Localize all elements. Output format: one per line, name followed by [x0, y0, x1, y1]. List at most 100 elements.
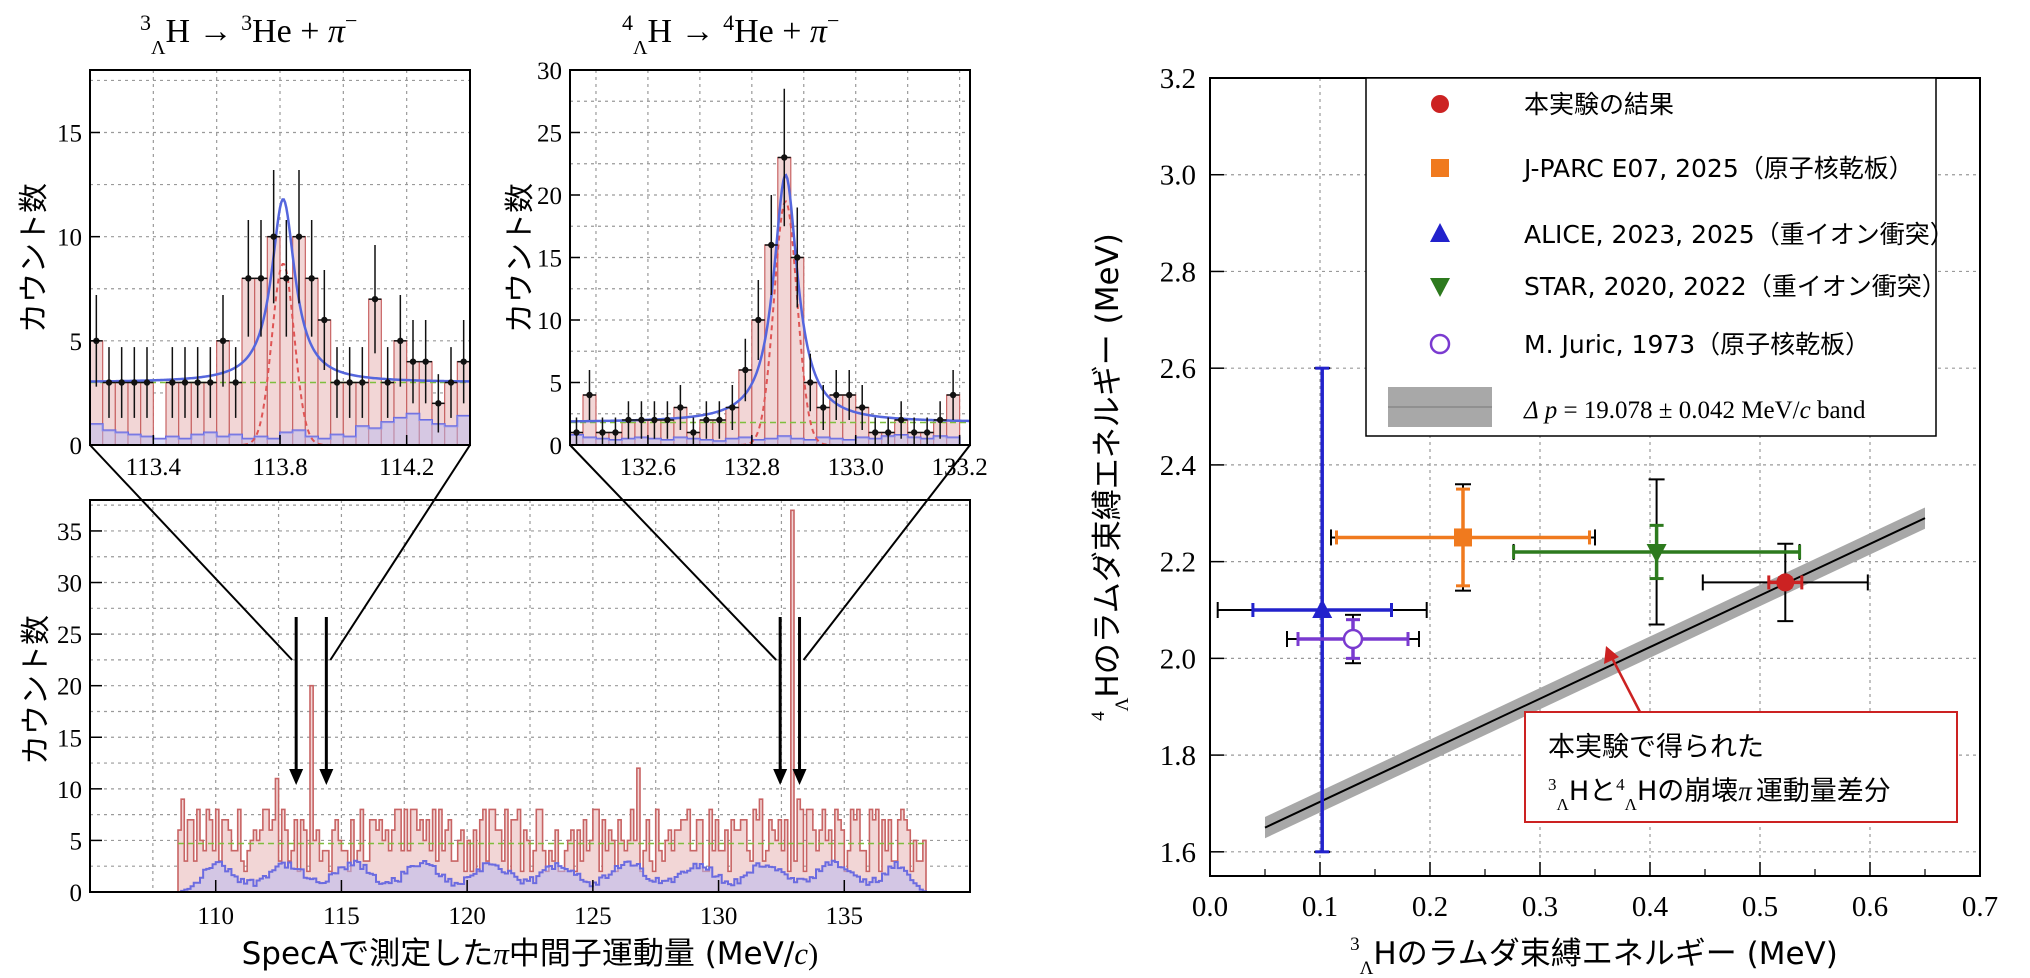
scatter-point-triangle-up [1216, 366, 1428, 854]
i2-point [690, 429, 697, 436]
i1-point [384, 379, 391, 386]
inset-h4-background-hist [570, 434, 970, 445]
i1-bg-fill [90, 413, 470, 445]
i2-point [781, 154, 788, 161]
scatter-ytick-label: 2.2 [1160, 547, 1196, 579]
i2-point [716, 416, 723, 424]
i1-ytick-label: 15 [57, 121, 82, 148]
i2-point [742, 366, 749, 374]
spectrum-bg-fill [90, 860, 970, 892]
i1-point [207, 379, 214, 386]
i1-point [283, 275, 290, 282]
i2-point [794, 254, 801, 261]
i1-point [143, 379, 151, 386]
binding-energy-panel: 0.0 0.1 0.2 0.3 0.4 0.5 0.6 0.7 1.6 1.8 2.0 2.2 2.4 2… [1088, 63, 1998, 978]
spectrum-ytick-label: 5 [70, 828, 83, 855]
i1-point [359, 379, 366, 386]
i1-signal-curve [90, 263, 470, 445]
i1-point [333, 379, 341, 386]
scatter-xtick-label: 0.3 [1522, 891, 1558, 923]
i2-point [677, 404, 684, 411]
annotation-arrow-line [1609, 655, 1642, 713]
spectrum-xtick-label: 120 [448, 903, 486, 930]
legend-marker [1429, 333, 1451, 355]
inset-h3-ylabel: カウント数 [17, 183, 52, 333]
spectrum-ytick-label: 20 [57, 674, 82, 701]
i2-point [586, 391, 593, 399]
legend-marker [1431, 159, 1449, 177]
scatter-xtick-label: 0.7 [1962, 891, 1998, 923]
legend-entry: 本実験の結果 [1431, 90, 1674, 119]
annotation-line1: 本実験で得られた [1548, 732, 1764, 763]
spectrum-ytick-label: 25 [57, 622, 82, 649]
i1-point [131, 379, 138, 386]
i1-point [422, 358, 429, 365]
scatter-xtick-label: 0.5 [1742, 891, 1778, 923]
i2-ytick-label: 15 [537, 246, 562, 273]
legend-marker [1430, 223, 1450, 242]
legend-label: 本実験の結果 [1524, 90, 1674, 119]
scatter-xtick-label: 0.0 [1192, 891, 1228, 923]
inset-h3-axes: 113.4 113.8 114.2 0 5 10 15 [57, 121, 434, 482]
i1-point [321, 316, 328, 324]
scatter-xtick-label: 0.4 [1632, 891, 1669, 923]
spectrum-histogram [90, 509, 970, 892]
spectrum-ytick-label: 30 [57, 571, 82, 598]
annotation-arrow-head [1604, 646, 1619, 664]
scatter-point-square [1330, 483, 1596, 592]
i2-point [871, 429, 879, 436]
i1-point [169, 379, 176, 386]
i1-point [308, 275, 315, 282]
marker [1312, 599, 1333, 618]
i2-point [638, 416, 645, 424]
spectrum-arrows [289, 617, 807, 785]
i1-point [270, 233, 277, 240]
i2-xtick-label: 132.8 [724, 454, 780, 481]
spectrum-ytick-label: 10 [57, 777, 82, 804]
i1-point [447, 379, 455, 386]
i2-xtick-label: 132.6 [620, 454, 676, 481]
legend-label: J-PARC E07, 2025（原子核乾板） [1522, 154, 1914, 183]
i1-point [257, 275, 265, 282]
scatter-point-circle-open [1286, 613, 1420, 665]
zoom-connector-lines [89, 444, 971, 661]
i2-xtick-label: 133.0 [828, 454, 884, 481]
scatter-ytick-label: 2.8 [1160, 256, 1196, 288]
spectrum-xlabel: SpecAで測定したπ中間子運動量 (MeV/c) [242, 936, 819, 972]
spectrum-grid [90, 500, 970, 892]
spectrum-panel: 110 115 120 125 130 135 0 5 10 15 20 25 30 35 カウント数 S… [19, 444, 971, 972]
i1-xtick-label: 113.4 [126, 454, 182, 481]
i2-point [729, 404, 736, 411]
i2-ytick-label: 5 [550, 371, 563, 398]
legend-entry: M. Juric, 1973（原子核乾板） [1429, 330, 1870, 359]
spectrum-axes: 110 115 120 125 130 135 0 5 10 15 20 25 30 35 [57, 519, 863, 930]
scatter-ytick-label: 3.0 [1160, 160, 1196, 192]
legend-label: M. Juric, 1973（原子核乾板） [1524, 330, 1870, 359]
scatter-point-circle [1701, 542, 1869, 623]
i2-point [807, 379, 814, 386]
spectrum-arrow-head [319, 769, 334, 785]
inset-h3-panel: 3ΛH → 3He + π− 113.4 113.8 114.2 0 5 10 15 カウン… [17, 8, 471, 482]
i2-ytick-label: 25 [537, 121, 562, 148]
marker [1342, 628, 1364, 650]
spectrum-ytick-label: 0 [70, 880, 83, 907]
scatter-ytick-label: 1.8 [1160, 740, 1196, 772]
spectrum-bg-line [90, 859, 970, 892]
scatter-xtick-label: 0.1 [1302, 891, 1338, 923]
inset-h4-data-points [570, 88, 960, 445]
legend-items: 本実験の結果 J-PARC E07, 2025（原子核乾板） ALICE, 2023… [1429, 90, 1955, 359]
annotation-box [1524, 711, 1958, 823]
legend-marker [1431, 95, 1449, 113]
spectrum-xtick-label: 130 [700, 903, 738, 930]
i1-ytick-label: 0 [70, 433, 83, 460]
scatter-points [1216, 366, 1869, 854]
i2-point [664, 416, 671, 424]
spectrum-xtick-label: 110 [197, 903, 234, 930]
scatter-ytick-label: 2.6 [1160, 353, 1196, 385]
i2-point [923, 429, 931, 436]
i1-fit-curve [90, 198, 470, 383]
scatter-ytick-label: 2.4 [1160, 450, 1197, 482]
